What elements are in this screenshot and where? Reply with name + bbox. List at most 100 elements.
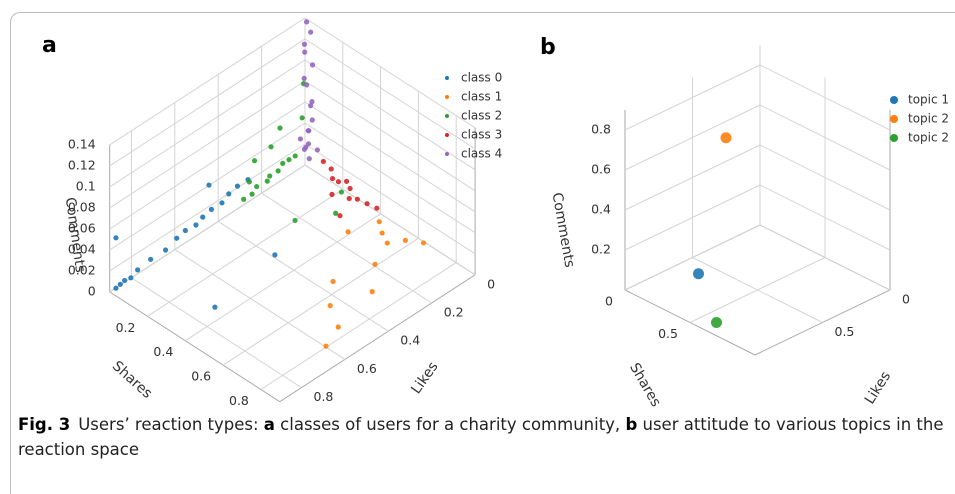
data-point [212, 304, 218, 310]
data-point [305, 128, 311, 134]
data-point [234, 183, 241, 189]
legend-label: class 2 [461, 109, 502, 123]
data-point [314, 147, 320, 153]
grid-line [217, 220, 389, 332]
y-tick-label: 0.2 [116, 320, 136, 335]
data-point [320, 158, 326, 165]
data-point [327, 303, 333, 309]
data-point [347, 185, 353, 192]
x-tick-label: 0 [487, 276, 495, 291]
z-tick-label: 0.06 [68, 220, 96, 235]
grid-line [759, 144, 891, 211]
data-point [304, 82, 310, 88]
data-point [117, 281, 123, 287]
data-point [302, 49, 308, 55]
data-point [364, 201, 370, 207]
caption: Fig. 3 Users’ reaction types: a classes o… [18, 412, 948, 462]
legend-label: class 0 [461, 71, 502, 85]
grid-line [260, 262, 457, 390]
grid-line [185, 213, 381, 342]
grid-line [261, 192, 432, 304]
x-axis-label: Likes [862, 369, 894, 407]
grid-line [109, 101, 306, 230]
x-axis-label: Likes [408, 359, 441, 397]
data-point [200, 214, 206, 220]
data-point [308, 29, 314, 35]
z-tick-label: 0.02 [68, 262, 96, 277]
y-tick-label: 0.6 [191, 369, 211, 384]
grid-line [304, 17, 476, 129]
data-point [305, 141, 312, 147]
grid-line [759, 64, 891, 131]
grid-line [174, 249, 346, 360]
data-point [208, 206, 215, 212]
y-tick-label: 0.4 [153, 344, 173, 359]
z-tick-label: 0.8 [591, 122, 611, 137]
data-point [174, 235, 180, 241]
data-point [338, 189, 344, 195]
data-point [241, 196, 247, 202]
grid-line [109, 143, 306, 272]
y-tick-label: 0.8 [229, 393, 249, 408]
grid-line [109, 164, 306, 293]
data-point [379, 230, 385, 236]
legend-label: topic 2 [908, 112, 949, 126]
grid-line [759, 104, 891, 171]
legend-label: class 4 [461, 147, 502, 161]
data-point [335, 324, 341, 330]
z-tick-label: 0.1 [76, 178, 96, 193]
data-point [372, 261, 378, 267]
data-point [246, 179, 252, 185]
y-tick-label: 0 [605, 294, 613, 309]
x-tick-label: 0.8 [314, 389, 334, 404]
data-point [135, 267, 141, 273]
grid-line [222, 237, 419, 366]
data-point [275, 168, 281, 174]
data-point [328, 166, 334, 172]
data-point [254, 183, 260, 190]
z-tick-label: 0.6 [591, 162, 611, 177]
data-point [122, 277, 128, 284]
grid-line [147, 188, 344, 317]
legend-marker [445, 76, 449, 80]
caption-bold: b [625, 415, 638, 434]
data-point [309, 117, 315, 123]
data-point [354, 196, 360, 202]
data-point [711, 317, 722, 328]
grid-line [109, 59, 306, 188]
data-point [226, 191, 232, 197]
legend-marker [890, 134, 898, 142]
z-tick-label: 0.12 [68, 157, 96, 172]
caption-text: classes of users for a charity community… [274, 415, 626, 434]
z-axis-label: Comments [549, 191, 578, 269]
data-point [323, 343, 329, 349]
data-point [309, 99, 315, 105]
x-tick-label: 0.2 [444, 305, 464, 320]
data-point [292, 153, 298, 159]
grid-line [109, 80, 306, 209]
data-point [343, 178, 350, 184]
grid-line [304, 101, 476, 213]
grid-line [304, 80, 476, 192]
data-point [292, 217, 298, 224]
panel-label: a [42, 33, 57, 58]
data-point [272, 252, 278, 258]
legend-marker [445, 152, 449, 156]
data-point [268, 144, 274, 150]
data-point [374, 205, 380, 211]
grid-line [759, 184, 891, 251]
data-point [162, 247, 169, 253]
grid-line [304, 122, 476, 234]
data-point [277, 125, 283, 131]
y-axis-label: Shares [109, 358, 155, 402]
caption-bold: Fig. 3 [18, 415, 71, 434]
caption-text: Users’ reaction types: [78, 415, 264, 434]
frame [10, 12, 955, 494]
z-tick-label: 0.08 [68, 199, 96, 214]
z-tick-label: 0.4 [591, 202, 611, 217]
caption-bold: a [263, 415, 275, 434]
data-point [335, 179, 342, 185]
legend-marker [445, 133, 449, 137]
legend-label: class 1 [461, 90, 502, 104]
